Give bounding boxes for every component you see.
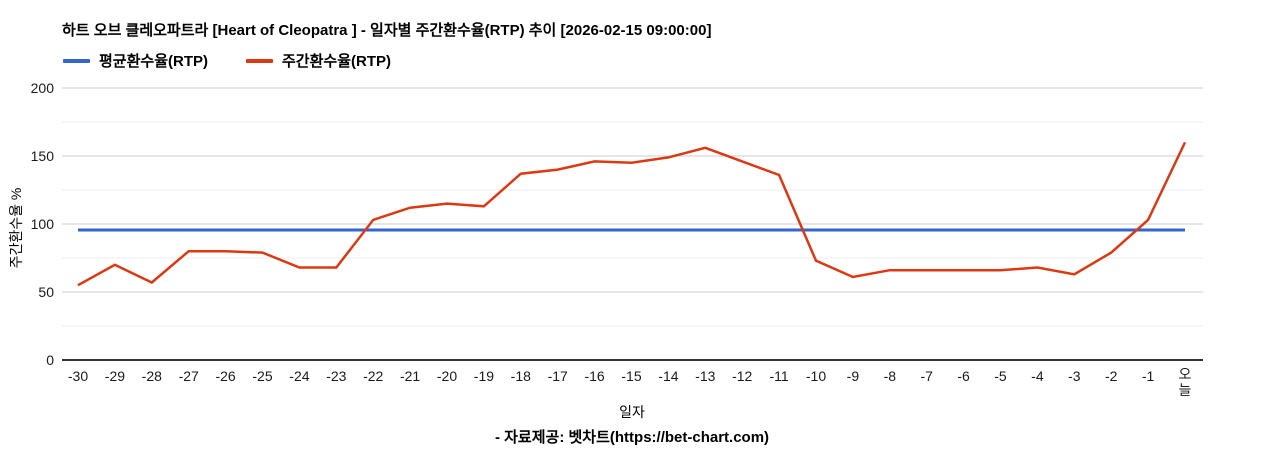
svg-text:-8: -8	[884, 368, 897, 384]
legend: 평균환수율(RTP) 주간환수율(RTP)	[63, 50, 391, 71]
svg-text:-27: -27	[179, 368, 199, 384]
svg-text:-9: -9	[847, 368, 860, 384]
svg-text:-7: -7	[920, 368, 933, 384]
svg-text:-11: -11	[769, 368, 788, 384]
svg-text:-28: -28	[142, 368, 162, 384]
svg-text:-19: -19	[474, 368, 494, 384]
legend-label-weekly: 주간환수율(RTP)	[282, 53, 391, 70]
svg-text:-26: -26	[215, 368, 235, 384]
legend-item-weekly-rtp: 주간환수율(RTP)	[246, 50, 391, 71]
svg-text:50: 50	[38, 284, 54, 300]
svg-text:-5: -5	[994, 368, 1007, 384]
svg-text:200: 200	[31, 80, 55, 96]
legend-item-average-rtp: 평균환수율(RTP)	[63, 50, 208, 71]
svg-text:-14: -14	[658, 368, 678, 384]
x-axis-title: 일자	[619, 404, 645, 420]
legend-swatch-average-icon	[63, 58, 90, 63]
svg-text:100: 100	[31, 216, 55, 232]
source-credit: - 자료제공: 벳차트(https://bet-chart.com)	[494, 429, 770, 446]
svg-text:-23: -23	[326, 368, 346, 384]
svg-text:-4: -4	[1031, 368, 1044, 384]
weekly-rtp-line	[77, 141, 1187, 287]
svg-text:-21: -21	[400, 368, 420, 384]
svg-text:-16: -16	[584, 368, 604, 384]
svg-text:-15: -15	[621, 368, 641, 384]
legend-label-average: 평균환수율(RTP)	[99, 53, 208, 70]
legend-swatch-weekly-icon	[246, 58, 273, 63]
svg-text:150: 150	[31, 148, 55, 164]
svg-text:-12: -12	[732, 368, 752, 384]
svg-text:-3: -3	[1068, 368, 1081, 384]
svg-text:-17: -17	[548, 368, 568, 384]
chart-title: 하트 오브 클레오파트라 [Heart of Cleopatra ] - 일자별…	[62, 22, 712, 39]
svg-text:오늘: 오늘	[1179, 366, 1192, 398]
svg-text:-30: -30	[68, 368, 88, 384]
svg-text:-13: -13	[695, 368, 715, 384]
svg-text:-10: -10	[806, 368, 826, 384]
svg-text:-25: -25	[252, 368, 272, 384]
svg-text:-22: -22	[363, 368, 383, 384]
svg-text:-18: -18	[511, 368, 531, 384]
y-axis-title: 주간환수율 %	[8, 187, 24, 269]
svg-text:-1: -1	[1142, 368, 1155, 384]
svg-text:0: 0	[46, 352, 54, 368]
svg-text:-29: -29	[105, 368, 125, 384]
svg-text:-20: -20	[437, 368, 457, 384]
svg-text:-2: -2	[1105, 368, 1118, 384]
svg-text:-24: -24	[289, 368, 309, 384]
svg-text:-6: -6	[957, 368, 970, 384]
